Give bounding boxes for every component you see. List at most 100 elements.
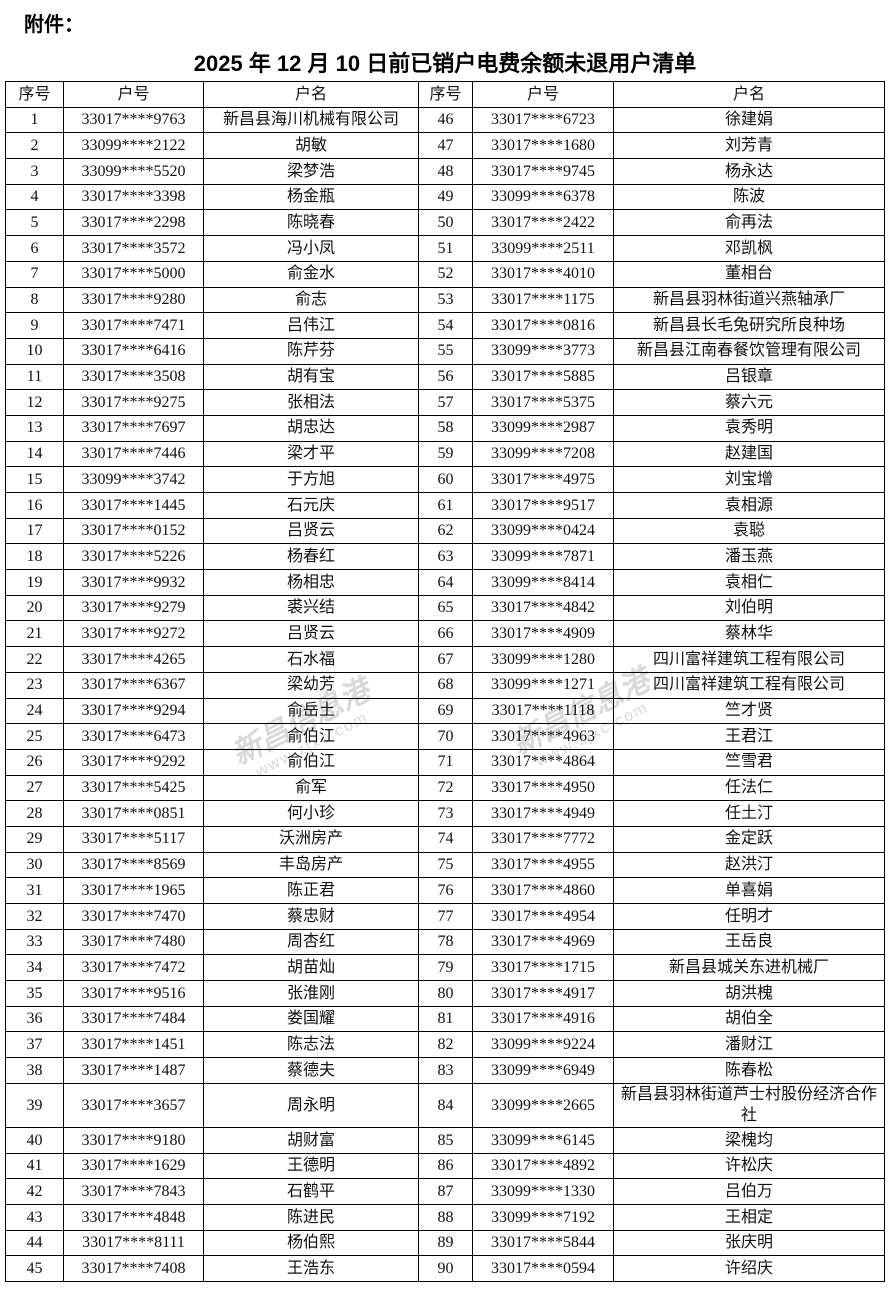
account-cell: 33017****8111 — [63, 1229, 204, 1257]
seq-cell: 24 — [5, 697, 64, 725]
table-body: 1 33017****9763 新昌县海川机械有限公司 46 33017****6723… — [5, 106, 885, 1283]
name-cell: 刘宝增 — [613, 466, 885, 493]
table-row: 22 33017****4265 石水福 67 33099****1280 四川富祥建筑工… — [5, 646, 885, 673]
name-cell: 冯小凤 — [203, 235, 419, 262]
name-cell: 赵建国 — [613, 440, 885, 468]
table-row: 45 33017****7408 王浩东 90 33017****0594 许绍庆 — [5, 1255, 885, 1283]
account-cell: 33017****5226 — [63, 543, 204, 571]
account-cell: 33017****1445 — [63, 492, 204, 519]
name-cell: 俞再法 — [613, 209, 885, 237]
name-cell: 任法仁 — [613, 774, 885, 802]
seq-cell: 43 — [5, 1204, 64, 1231]
account-cell: 33017****1965 — [63, 877, 204, 904]
name-cell: 竺雪君 — [613, 748, 885, 776]
name-cell: 新昌县海川机械有限公司 — [203, 106, 419, 134]
table-row: 37 33017****1451 陈志法 82 33099****9224 潘财江 — [5, 1031, 885, 1059]
name-cell: 胡财富 — [203, 1127, 419, 1154]
name-cell: 邓凯枫 — [613, 235, 885, 262]
account-cell: 33099****7192 — [472, 1204, 614, 1231]
table-row: 27 33017****5425 俞军 72 33017****4950 任法仁 — [5, 774, 885, 802]
account-cell: 33017****0816 — [472, 312, 614, 339]
seq-cell: 79 — [418, 954, 473, 982]
name-cell: 杨春红 — [203, 543, 419, 571]
account-cell: 33017****4917 — [472, 980, 614, 1007]
seq-cell: 25 — [5, 723, 64, 750]
seq-cell: 69 — [418, 697, 473, 725]
name-cell: 陈波 — [613, 183, 885, 211]
name-cell: 娄国耀 — [203, 1005, 419, 1033]
account-cell: 33099****6378 — [472, 183, 614, 211]
table-row: 21 33017****9272 吕贤云 66 33017****4909 蔡林华 — [5, 620, 885, 648]
account-cell: 33017****2298 — [63, 209, 204, 237]
table-row: 3 33099****5520 梁梦浩 48 33017****9745 杨永达 — [5, 158, 885, 185]
account-cell: 33099****7871 — [472, 543, 614, 571]
name-cell: 石鹤平 — [203, 1178, 419, 1206]
name-cell: 刘伯明 — [613, 594, 885, 622]
column-header-account-right: 户号 — [472, 81, 614, 108]
seq-cell: 52 — [418, 260, 473, 288]
account-cell: 33017****4975 — [472, 466, 614, 493]
account-cell: 33017****6723 — [472, 106, 614, 134]
seq-cell: 88 — [418, 1204, 473, 1231]
seq-cell: 75 — [418, 851, 473, 879]
account-cell: 33099****3742 — [63, 466, 204, 493]
name-cell: 任土汀 — [613, 800, 885, 827]
seq-cell: 38 — [5, 1057, 64, 1084]
table-row: 19 33017****9932 杨相忠 64 33099****8414 袁相仁 — [5, 569, 885, 596]
seq-cell: 1 — [5, 106, 64, 134]
table-row: 40 33017****9180 胡财富 85 33099****6145 梁槐均 — [5, 1127, 885, 1154]
account-cell: 33017****9180 — [63, 1127, 204, 1154]
name-cell: 梁才平 — [203, 440, 419, 468]
account-cell: 33099****2122 — [63, 132, 204, 160]
account-cell: 33017****9275 — [63, 389, 204, 416]
account-cell: 33017****7472 — [63, 954, 204, 982]
table-row: 10 33017****6416 陈芹芬 55 33099****3773 新昌县江南春餐… — [5, 337, 885, 365]
account-cell: 33017****5885 — [472, 363, 614, 391]
seq-cell: 18 — [5, 543, 64, 571]
seq-cell: 61 — [418, 492, 473, 519]
seq-cell: 73 — [418, 800, 473, 827]
seq-cell: 64 — [418, 569, 473, 596]
account-cell: 33099****3773 — [472, 337, 614, 365]
table-row: 44 33017****8111 杨伯熙 89 33017****5844 张庆明 — [5, 1229, 885, 1257]
seq-cell: 35 — [5, 980, 64, 1007]
account-cell: 33017****4963 — [472, 723, 614, 750]
account-cell: 33099****5520 — [63, 158, 204, 185]
account-cell: 33017****4950 — [472, 774, 614, 802]
user-roster-table: 序号 户号 户名 序号 户号 户名 1 33017****9763 新昌县海川机械有… — [5, 81, 885, 1283]
seq-cell: 81 — [418, 1005, 473, 1033]
seq-cell: 80 — [418, 980, 473, 1007]
name-cell: 俞伯江 — [203, 723, 419, 750]
name-cell: 胡有宝 — [203, 363, 419, 391]
seq-cell: 9 — [5, 312, 64, 339]
seq-cell: 12 — [5, 389, 64, 416]
name-cell: 杨永达 — [613, 158, 885, 185]
table-row: 17 33017****0152 吕贤云 62 33099****0424 袁聪 — [5, 517, 885, 545]
account-cell: 33099****6145 — [472, 1127, 614, 1154]
name-cell: 许绍庆 — [613, 1255, 885, 1283]
page-title: 2025 年 12 月 10 日前已销户电费余额未退用户清单 — [193, 51, 697, 76]
account-cell: 33017****1680 — [472, 132, 614, 160]
account-cell: 33017****7843 — [63, 1178, 204, 1206]
account-cell: 33017****9516 — [63, 980, 204, 1007]
name-cell: 陈春松 — [613, 1057, 885, 1084]
seq-cell: 40 — [5, 1127, 64, 1154]
name-cell: 何小珍 — [203, 800, 419, 827]
table-row: 9 33017****7471 吕伟江 54 33017****0816 新昌县长毛兔研究… — [5, 312, 885, 339]
account-cell: 33099****7208 — [472, 440, 614, 468]
seq-cell: 15 — [5, 466, 64, 493]
name-cell: 刘芳青 — [613, 132, 885, 160]
column-header-seq-right: 序号 — [418, 81, 473, 108]
seq-cell: 3 — [5, 158, 64, 185]
seq-cell: 21 — [5, 620, 64, 648]
account-cell: 33099****2987 — [472, 414, 614, 442]
account-cell: 33017****5375 — [472, 389, 614, 416]
name-cell: 梁梦浩 — [203, 158, 419, 185]
table-row: 2 33099****2122 胡敏 47 33017****1680 刘芳青 — [5, 132, 885, 160]
account-cell: 33017****4916 — [472, 1005, 614, 1033]
table-row: 38 33017****1487 蔡德夫 83 33099****6949 陈春松 — [5, 1057, 885, 1084]
account-cell: 33017****4969 — [472, 928, 614, 956]
seq-cell: 50 — [418, 209, 473, 237]
seq-cell: 27 — [5, 774, 64, 802]
table-row: 13 33017****7697 胡忠达 58 33099****2987 袁秀明 — [5, 414, 885, 442]
